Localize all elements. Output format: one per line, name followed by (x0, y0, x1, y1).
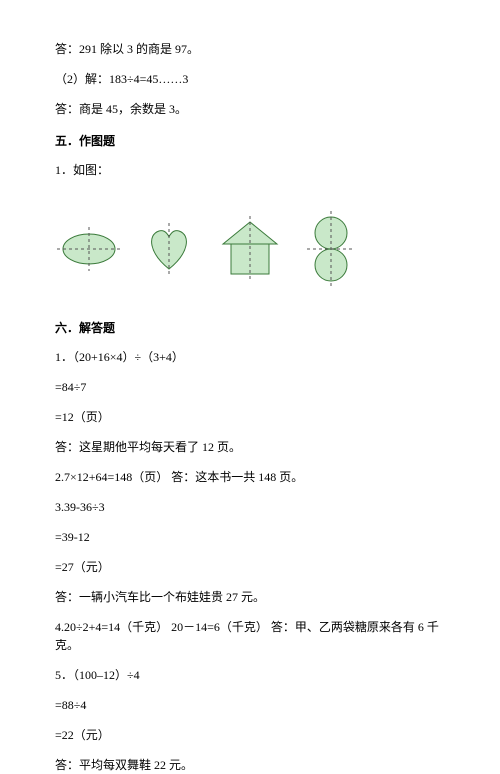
section-5-title: 五．作图题 (55, 132, 445, 149)
house-figure (215, 214, 285, 284)
solution-line: （2）解：183÷4=45……3 (55, 70, 445, 88)
answer-line: 答：这星期他平均每天看了 12 页。 (55, 438, 445, 456)
calc-line: 4.20÷2+4=14（千克） 20－14=6（千克） 答：甲、乙两袋糖原来各有… (55, 618, 445, 654)
calc-line: =22（元） (55, 726, 445, 744)
calc-line: 2.7×12+64=148（页） 答：这本书一共 148 页。 (55, 468, 445, 486)
calc-line: =27（元） (55, 558, 445, 576)
calc-line: 1．（20+16×4）÷（3+4） (55, 348, 445, 366)
ellipse-figure (55, 225, 123, 273)
calc-line: =12（页） (55, 408, 445, 426)
answer-line: 答：291 除以 3 的商是 97。 (55, 40, 445, 58)
calc-line: =84÷7 (55, 378, 445, 396)
calc-line: =88÷4 (55, 696, 445, 714)
section-6-title: 六．解答题 (55, 319, 445, 336)
heart-figure (141, 221, 197, 277)
answer-line: 答：一辆小汽车比一个布娃娃贵 27 元。 (55, 588, 445, 606)
answer-line: 答：商是 45，余数是 3。 (55, 100, 445, 118)
problem-label: 1．如图： (55, 161, 445, 179)
calc-line: 3.39-36÷3 (55, 498, 445, 516)
answer-line: 答：平均每双舞鞋 22 元。 (55, 756, 445, 774)
two-circle-figure (303, 209, 359, 289)
calc-line: =39-12 (55, 528, 445, 546)
symmetry-figures (55, 209, 445, 289)
calc-line: 5．（100–12）÷4 (55, 666, 445, 684)
